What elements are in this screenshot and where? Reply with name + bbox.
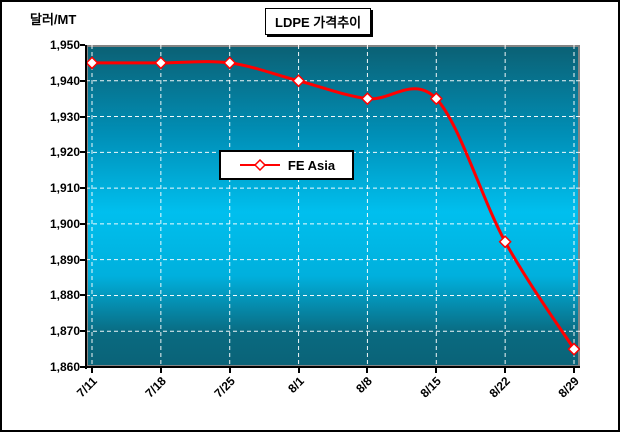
y-tick-mark — [80, 187, 85, 190]
x-tick-label: 8/15 — [417, 374, 445, 401]
data-point-marker — [154, 56, 168, 70]
y-tick-mark — [80, 222, 85, 225]
x-tick-label: 7/18 — [142, 374, 169, 401]
x-tick-label: 7/25 — [211, 374, 238, 401]
data-point-marker — [86, 56, 99, 70]
x-axis-line — [85, 366, 580, 368]
y-tick-label: 1,920 — [49, 145, 80, 160]
x-tick-label: 8/8 — [353, 374, 376, 396]
y-tick-label: 1,860 — [49, 360, 80, 374]
data-point-marker — [567, 342, 580, 356]
x-tick-mark — [159, 368, 162, 373]
y-tick-mark — [80, 44, 85, 46]
y-tick-label: 1,880 — [49, 288, 80, 303]
x-tick-mark — [91, 368, 93, 373]
data-point-marker — [429, 92, 443, 106]
y-tick-label: 1,890 — [49, 252, 80, 267]
legend: FE Asia — [219, 150, 354, 180]
price-line-chart — [86, 45, 580, 367]
data-point-marker — [360, 92, 374, 106]
data-point-marker — [223, 56, 237, 70]
x-tick-label: 8/1 — [284, 374, 307, 396]
y-tick-mark — [80, 330, 85, 333]
x-tick-mark — [435, 368, 438, 373]
x-tick-label: 8/22 — [486, 374, 514, 401]
y-tick-mark — [80, 258, 85, 261]
x-tick-mark — [504, 368, 507, 373]
x-tick-label: 8/29 — [555, 374, 582, 401]
legend-line-marker-icon — [239, 159, 280, 171]
x-tick-mark — [228, 368, 231, 373]
chart-title: LDPE 가격추이 — [265, 8, 372, 35]
x-tick-mark — [573, 368, 575, 373]
y-tick-mark — [80, 366, 85, 368]
y-tick-label: 1,940 — [49, 73, 80, 88]
y-tick-label: 1,950 — [49, 38, 80, 52]
y-tick-mark — [80, 79, 85, 82]
y-tick-mark — [80, 151, 85, 154]
y-tick-mark — [80, 294, 85, 297]
y-tick-label: 1,900 — [49, 216, 80, 231]
data-point-marker — [292, 74, 306, 88]
y-axis-title: 달러/MT — [30, 12, 77, 27]
y-axis-line — [85, 45, 87, 369]
y-tick-mark — [80, 115, 85, 118]
y-tick-label: 1,870 — [49, 324, 80, 339]
y-tick-label: 1,910 — [49, 181, 80, 196]
x-tick-mark — [366, 368, 369, 373]
x-tick-label: 7/11 — [73, 374, 100, 400]
legend-series-label: FE Asia — [287, 157, 336, 173]
x-tick-mark — [297, 368, 300, 373]
y-tick-label: 1,930 — [49, 109, 80, 124]
plot-area — [86, 45, 580, 367]
data-point-marker — [498, 235, 512, 249]
price-line — [91, 60, 576, 350]
